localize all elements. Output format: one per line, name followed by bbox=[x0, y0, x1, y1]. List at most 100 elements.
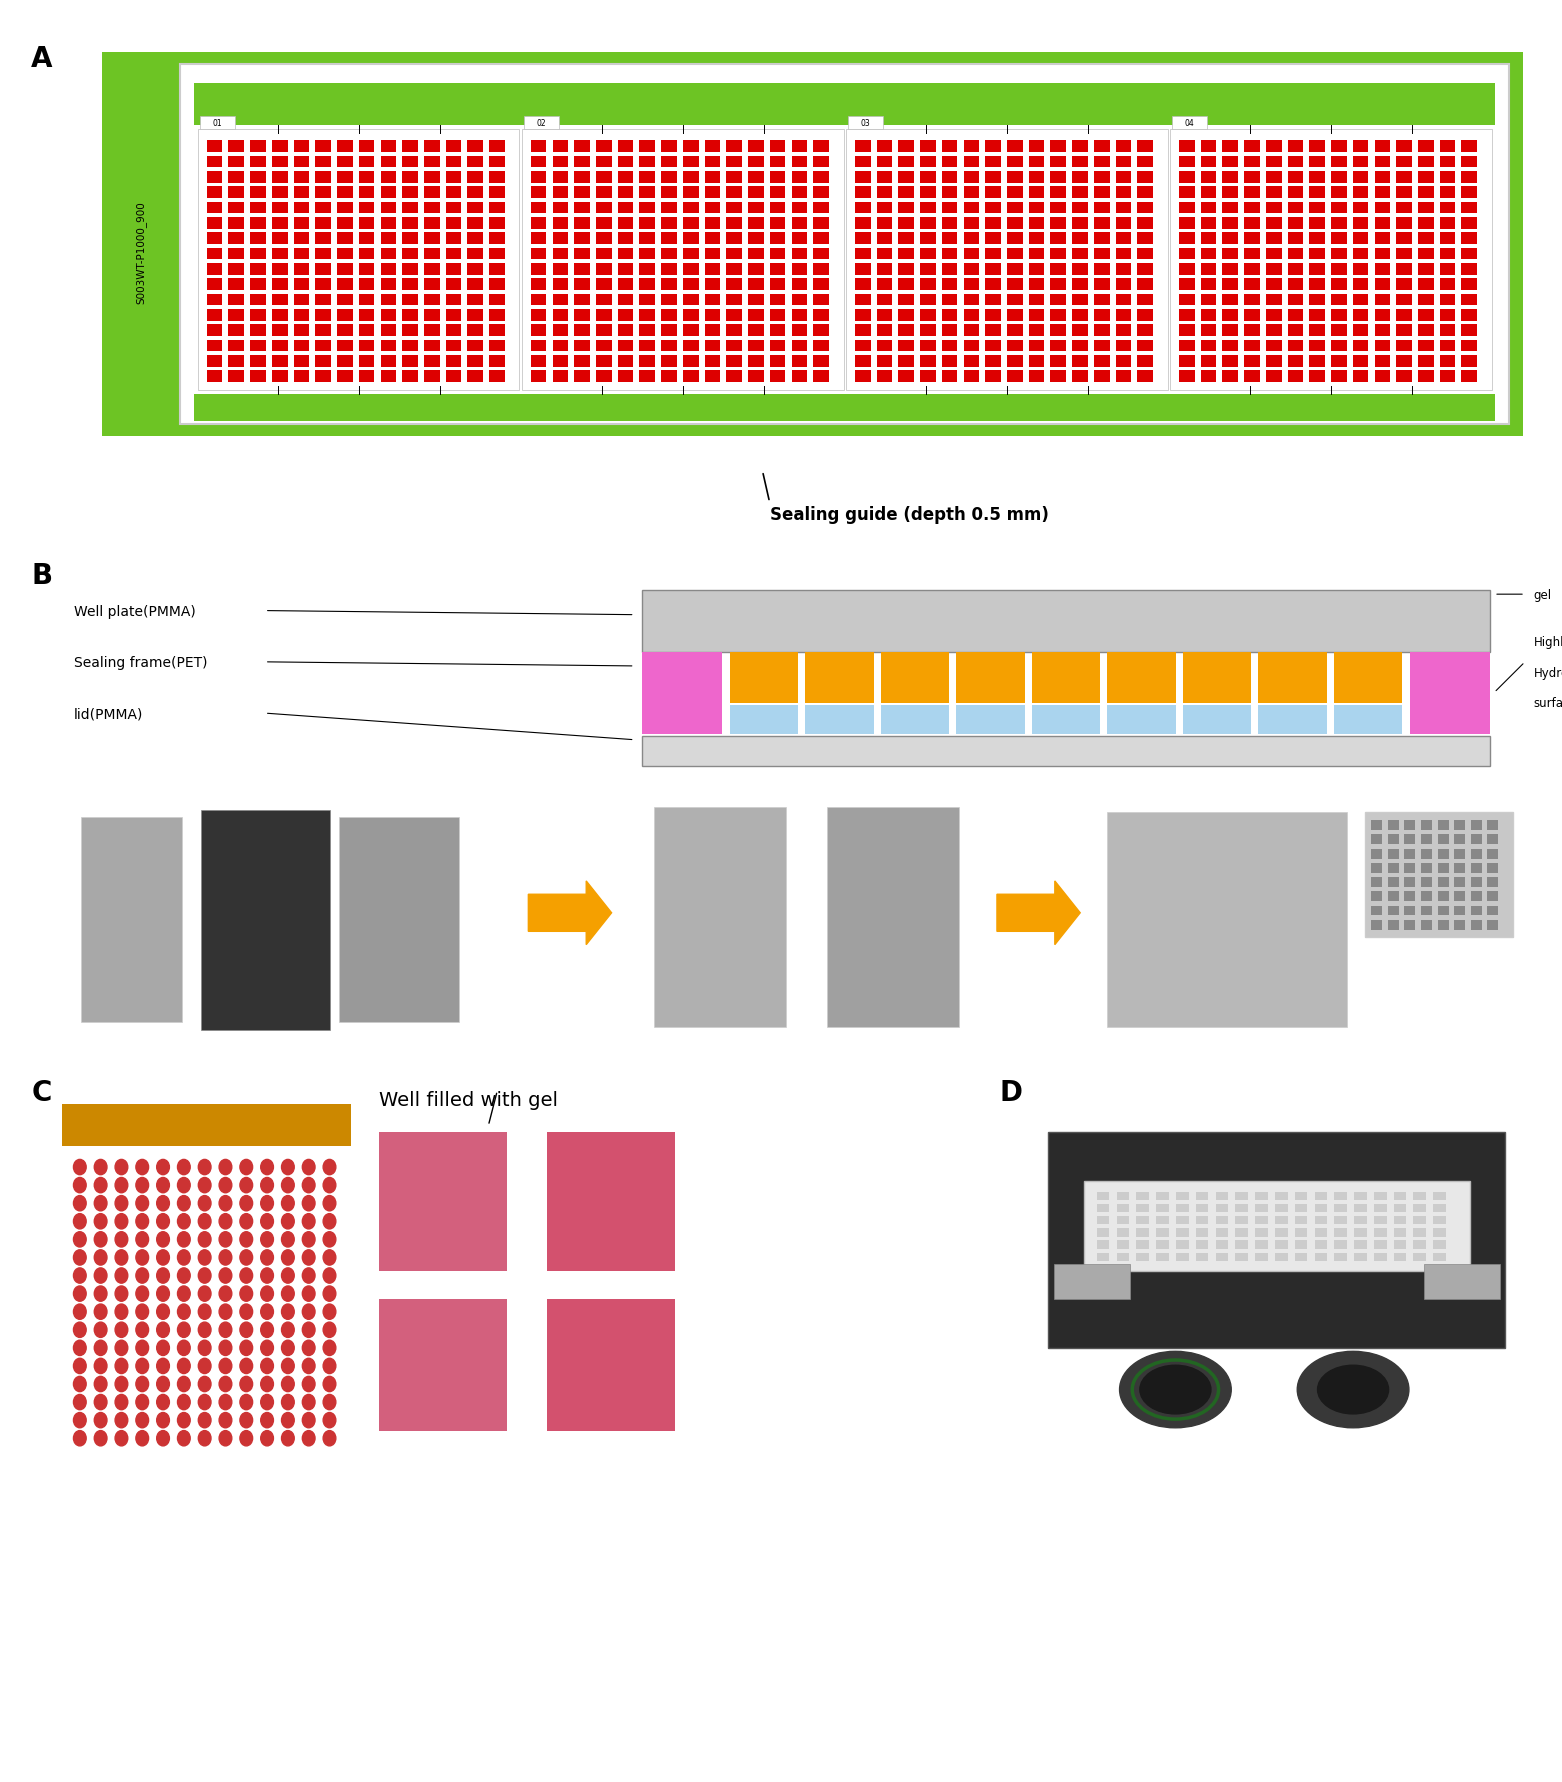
Bar bbox=[1115, 310, 1131, 321]
FancyArrow shape bbox=[528, 882, 612, 944]
Bar bbox=[1315, 1217, 1328, 1224]
Bar bbox=[1050, 310, 1067, 321]
Bar bbox=[1375, 233, 1390, 246]
Bar bbox=[1093, 217, 1109, 230]
Bar bbox=[467, 371, 483, 383]
Bar bbox=[445, 340, 461, 353]
Bar bbox=[770, 203, 786, 214]
Circle shape bbox=[303, 1340, 316, 1356]
Bar bbox=[403, 248, 419, 260]
Bar bbox=[359, 203, 375, 214]
Bar bbox=[1387, 862, 1398, 873]
Circle shape bbox=[94, 1358, 106, 1374]
Bar bbox=[876, 294, 892, 307]
Bar bbox=[1421, 877, 1432, 887]
Bar bbox=[1048, 1133, 1506, 1347]
Bar bbox=[964, 324, 979, 337]
Bar bbox=[1029, 171, 1045, 184]
Circle shape bbox=[219, 1322, 231, 1338]
Bar bbox=[661, 264, 676, 276]
Bar bbox=[316, 248, 331, 260]
Bar bbox=[1440, 217, 1456, 230]
Bar bbox=[986, 280, 1001, 290]
Bar bbox=[1437, 822, 1448, 830]
Bar bbox=[1117, 1205, 1129, 1212]
Bar bbox=[1007, 356, 1023, 367]
Bar bbox=[380, 1299, 508, 1431]
Bar bbox=[467, 356, 483, 367]
Bar bbox=[1156, 1240, 1168, 1249]
Circle shape bbox=[198, 1269, 211, 1283]
Bar bbox=[1404, 850, 1415, 859]
Bar bbox=[1265, 371, 1281, 383]
Bar bbox=[272, 324, 287, 337]
Bar bbox=[920, 356, 936, 367]
Bar bbox=[1137, 340, 1153, 353]
Bar bbox=[729, 706, 798, 734]
Bar bbox=[553, 280, 569, 290]
Bar bbox=[1179, 248, 1195, 260]
Circle shape bbox=[323, 1304, 336, 1320]
Bar bbox=[683, 203, 698, 214]
Bar bbox=[1387, 905, 1398, 916]
Bar bbox=[1029, 280, 1045, 290]
Bar bbox=[423, 371, 439, 383]
Bar bbox=[639, 141, 654, 153]
Bar bbox=[792, 171, 808, 184]
Bar bbox=[1421, 836, 1432, 845]
Bar bbox=[1404, 891, 1415, 902]
Bar bbox=[792, 187, 808, 200]
Bar bbox=[1179, 356, 1195, 367]
Bar bbox=[847, 130, 1167, 390]
Bar bbox=[726, 280, 742, 290]
Bar bbox=[250, 356, 266, 367]
Bar bbox=[704, 203, 720, 214]
Bar bbox=[792, 248, 808, 260]
Bar bbox=[403, 324, 419, 337]
Circle shape bbox=[156, 1304, 169, 1320]
Bar bbox=[381, 324, 397, 337]
Bar bbox=[748, 203, 764, 214]
Bar bbox=[748, 294, 764, 307]
Circle shape bbox=[116, 1178, 128, 1194]
Bar bbox=[228, 356, 244, 367]
Bar bbox=[1437, 920, 1448, 930]
Circle shape bbox=[261, 1413, 273, 1427]
Bar bbox=[316, 280, 331, 290]
Bar bbox=[1136, 1192, 1150, 1201]
Bar bbox=[1421, 822, 1432, 830]
Bar bbox=[1353, 356, 1368, 367]
Bar bbox=[272, 310, 287, 321]
Bar bbox=[1375, 157, 1390, 168]
Bar bbox=[337, 157, 353, 168]
Bar bbox=[1072, 294, 1087, 307]
Bar bbox=[1309, 203, 1325, 214]
Bar bbox=[814, 187, 829, 200]
Bar bbox=[920, 324, 936, 337]
Bar bbox=[1201, 203, 1217, 214]
Bar bbox=[1454, 822, 1465, 830]
Bar bbox=[359, 187, 375, 200]
Bar bbox=[1371, 877, 1382, 887]
Bar bbox=[445, 280, 461, 290]
Bar bbox=[403, 187, 419, 200]
Circle shape bbox=[241, 1287, 253, 1301]
Bar bbox=[597, 340, 612, 353]
Bar bbox=[337, 294, 353, 307]
Bar bbox=[1072, 340, 1087, 353]
Bar bbox=[467, 141, 483, 153]
Circle shape bbox=[178, 1160, 191, 1174]
Bar bbox=[661, 324, 676, 337]
Bar bbox=[403, 280, 419, 290]
Bar bbox=[639, 280, 654, 290]
Bar bbox=[848, 116, 884, 130]
Circle shape bbox=[156, 1340, 169, 1356]
Bar bbox=[1375, 1228, 1387, 1237]
Circle shape bbox=[219, 1160, 231, 1174]
Bar bbox=[1462, 264, 1478, 276]
Bar bbox=[467, 248, 483, 260]
Bar bbox=[1440, 171, 1456, 184]
Bar bbox=[316, 141, 331, 153]
Bar bbox=[1223, 203, 1239, 214]
Bar bbox=[814, 141, 829, 153]
